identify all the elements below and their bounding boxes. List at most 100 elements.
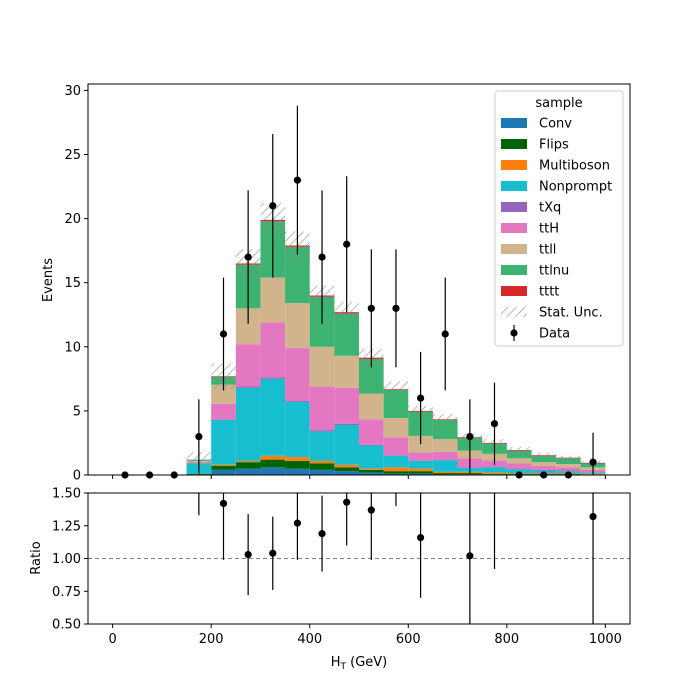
bar-ttll-bin-17: [531, 462, 557, 467]
x-tick-label: 1000: [589, 632, 622, 647]
main-y-tick-label: 0: [73, 469, 81, 484]
bar-nonprompt-bin-16: [506, 469, 532, 474]
bar-txq-bin-4: [211, 419, 236, 420]
bar-nonprompt-bin-6: [260, 378, 286, 456]
bar-nonprompt-bin-10: [359, 445, 384, 469]
main-y-axis-label: Events: [41, 258, 56, 302]
stat-unc-band-bin-16: [506, 446, 532, 454]
data-point-14: [466, 432, 474, 441]
bar-conv-bin-11: [383, 473, 409, 475]
bar-tth-bin-4: [211, 403, 236, 420]
main-y-tick-label: 30: [64, 84, 81, 99]
bar-txq-bin-5: [235, 386, 261, 388]
bar-multiboson-bin-7: [285, 457, 310, 461]
legend-swatch-tttt: [501, 286, 527, 296]
legend-swatch-tth: [501, 223, 527, 233]
bar-flips-bin-6: [260, 459, 286, 468]
bar-txq-bin-17: [531, 469, 557, 471]
bar-conv-bin-7: [285, 468, 310, 475]
stat-unc-band-bin-11: [383, 381, 409, 397]
bar-conv-bin-12: [408, 473, 433, 475]
bar-flips-bin-10: [359, 469, 384, 473]
ratio-y-tick-label: 0.75: [52, 585, 81, 600]
bar-ttll-bin-7: [285, 303, 310, 349]
ratio-y-tick-label: 1.00: [52, 552, 81, 567]
ratio-point-12: [589, 512, 597, 521]
bar-tth-bin-5: [235, 344, 261, 387]
x-tick-label: 800: [494, 632, 519, 647]
legend-title: sample: [535, 96, 582, 111]
bar-nonprompt-bin-12: [408, 460, 433, 469]
main-y-tick-label: 15: [64, 276, 81, 291]
bar-nonprompt-bin-11: [383, 455, 409, 468]
data-point-5: [244, 253, 252, 261]
bar-flips-bin-3: [186, 473, 212, 475]
legend: sample Conv Flips Multiboson Nonprompt tXq tt…: [494, 90, 624, 347]
bar-tth-bin-13: [432, 451, 458, 460]
bar-nonprompt-bin-4: [211, 419, 236, 465]
x-tick-label: 600: [396, 632, 421, 647]
bar-conv-bin-6: [260, 467, 286, 475]
legend-swatch-flips: [501, 139, 527, 149]
bar-txq-bin-15: [482, 466, 507, 468]
legend-label: ttH: [539, 222, 559, 237]
legend-frame: [494, 90, 624, 347]
bar-tth-bin-8: [309, 386, 335, 431]
legend-swatch-multiboson: [501, 160, 527, 170]
main-y-tick-label: 10: [64, 340, 81, 355]
bar-flips-bin-7: [285, 460, 310, 469]
bar-flips-bin-11: [383, 471, 409, 474]
data-point-7: [293, 176, 302, 184]
data-point-11: [392, 304, 400, 312]
main-y-tick-label: 25: [64, 148, 81, 163]
bar-multiboson-bin-4: [211, 464, 236, 467]
bar-tth-bin-16: [506, 463, 532, 469]
bar-txq-bin-16: [506, 468, 532, 470]
bar-conv-bin-10: [359, 472, 384, 475]
stat-unc-band-bin-17: [531, 452, 557, 458]
stat-unc-band-bin-18: [556, 455, 581, 460]
bar-txq-bin-8: [309, 430, 335, 432]
ratio-point-1: [219, 499, 228, 508]
data-point-15: [490, 420, 499, 428]
bar-multiboson-bin-12: [408, 468, 433, 472]
legend-data-marker: [510, 329, 518, 337]
ratio-point-2: [244, 550, 252, 559]
x-tick-label: 200: [199, 632, 224, 647]
legend-label: ttlnu: [539, 264, 569, 279]
bar-flips-bin-12: [408, 471, 433, 474]
bar-multiboson-bin-8: [309, 460, 335, 464]
bar-flips-bin-5: [235, 462, 261, 469]
legend-label: tXq: [539, 201, 561, 216]
data-point-10: [367, 304, 375, 312]
ratio-point-9: [416, 533, 425, 542]
legend-swatch-ttll: [501, 244, 527, 254]
ratio-point-10: [466, 552, 474, 560]
data-point-19: [589, 458, 597, 466]
bar-ttlnu-bin-16: [506, 450, 532, 459]
main-axes: 0 5 10 15 20 25 30: [64, 83, 631, 484]
legend-label: Stat. Unc.: [539, 306, 603, 321]
bar-ttll-bin-11: [383, 417, 409, 438]
bar-multiboson-bin-10: [359, 468, 384, 470]
x-tick-label: 400: [297, 632, 322, 647]
bar-nonprompt-bin-8: [309, 431, 335, 461]
ratio-points: [198, 493, 597, 624]
legend-label: Conv: [539, 117, 572, 132]
bar-ttll-bin-16: [506, 458, 532, 464]
data-point-4: [219, 330, 228, 338]
ratio-point-6: [343, 498, 351, 506]
bar-ttll-bin-4: [211, 384, 236, 404]
data-point-12: [416, 394, 425, 402]
main-y-tick-label: 20: [64, 212, 81, 227]
bar-txq-bin-7: [285, 400, 310, 402]
bar-ttll-bin-10: [359, 393, 384, 420]
bar-conv-bin-4: [211, 469, 236, 475]
bar-ttll-bin-8: [309, 346, 335, 387]
bar-multiboson-bin-15: [482, 472, 507, 474]
bar-nonprompt-bin-5: [235, 387, 261, 461]
bar-nonprompt-bin-9: [334, 425, 359, 465]
bar-multiboson-bin-6: [260, 455, 286, 460]
bar-nonprompt-bin-7: [285, 401, 310, 458]
main-y-tick-label: 5: [73, 404, 81, 419]
